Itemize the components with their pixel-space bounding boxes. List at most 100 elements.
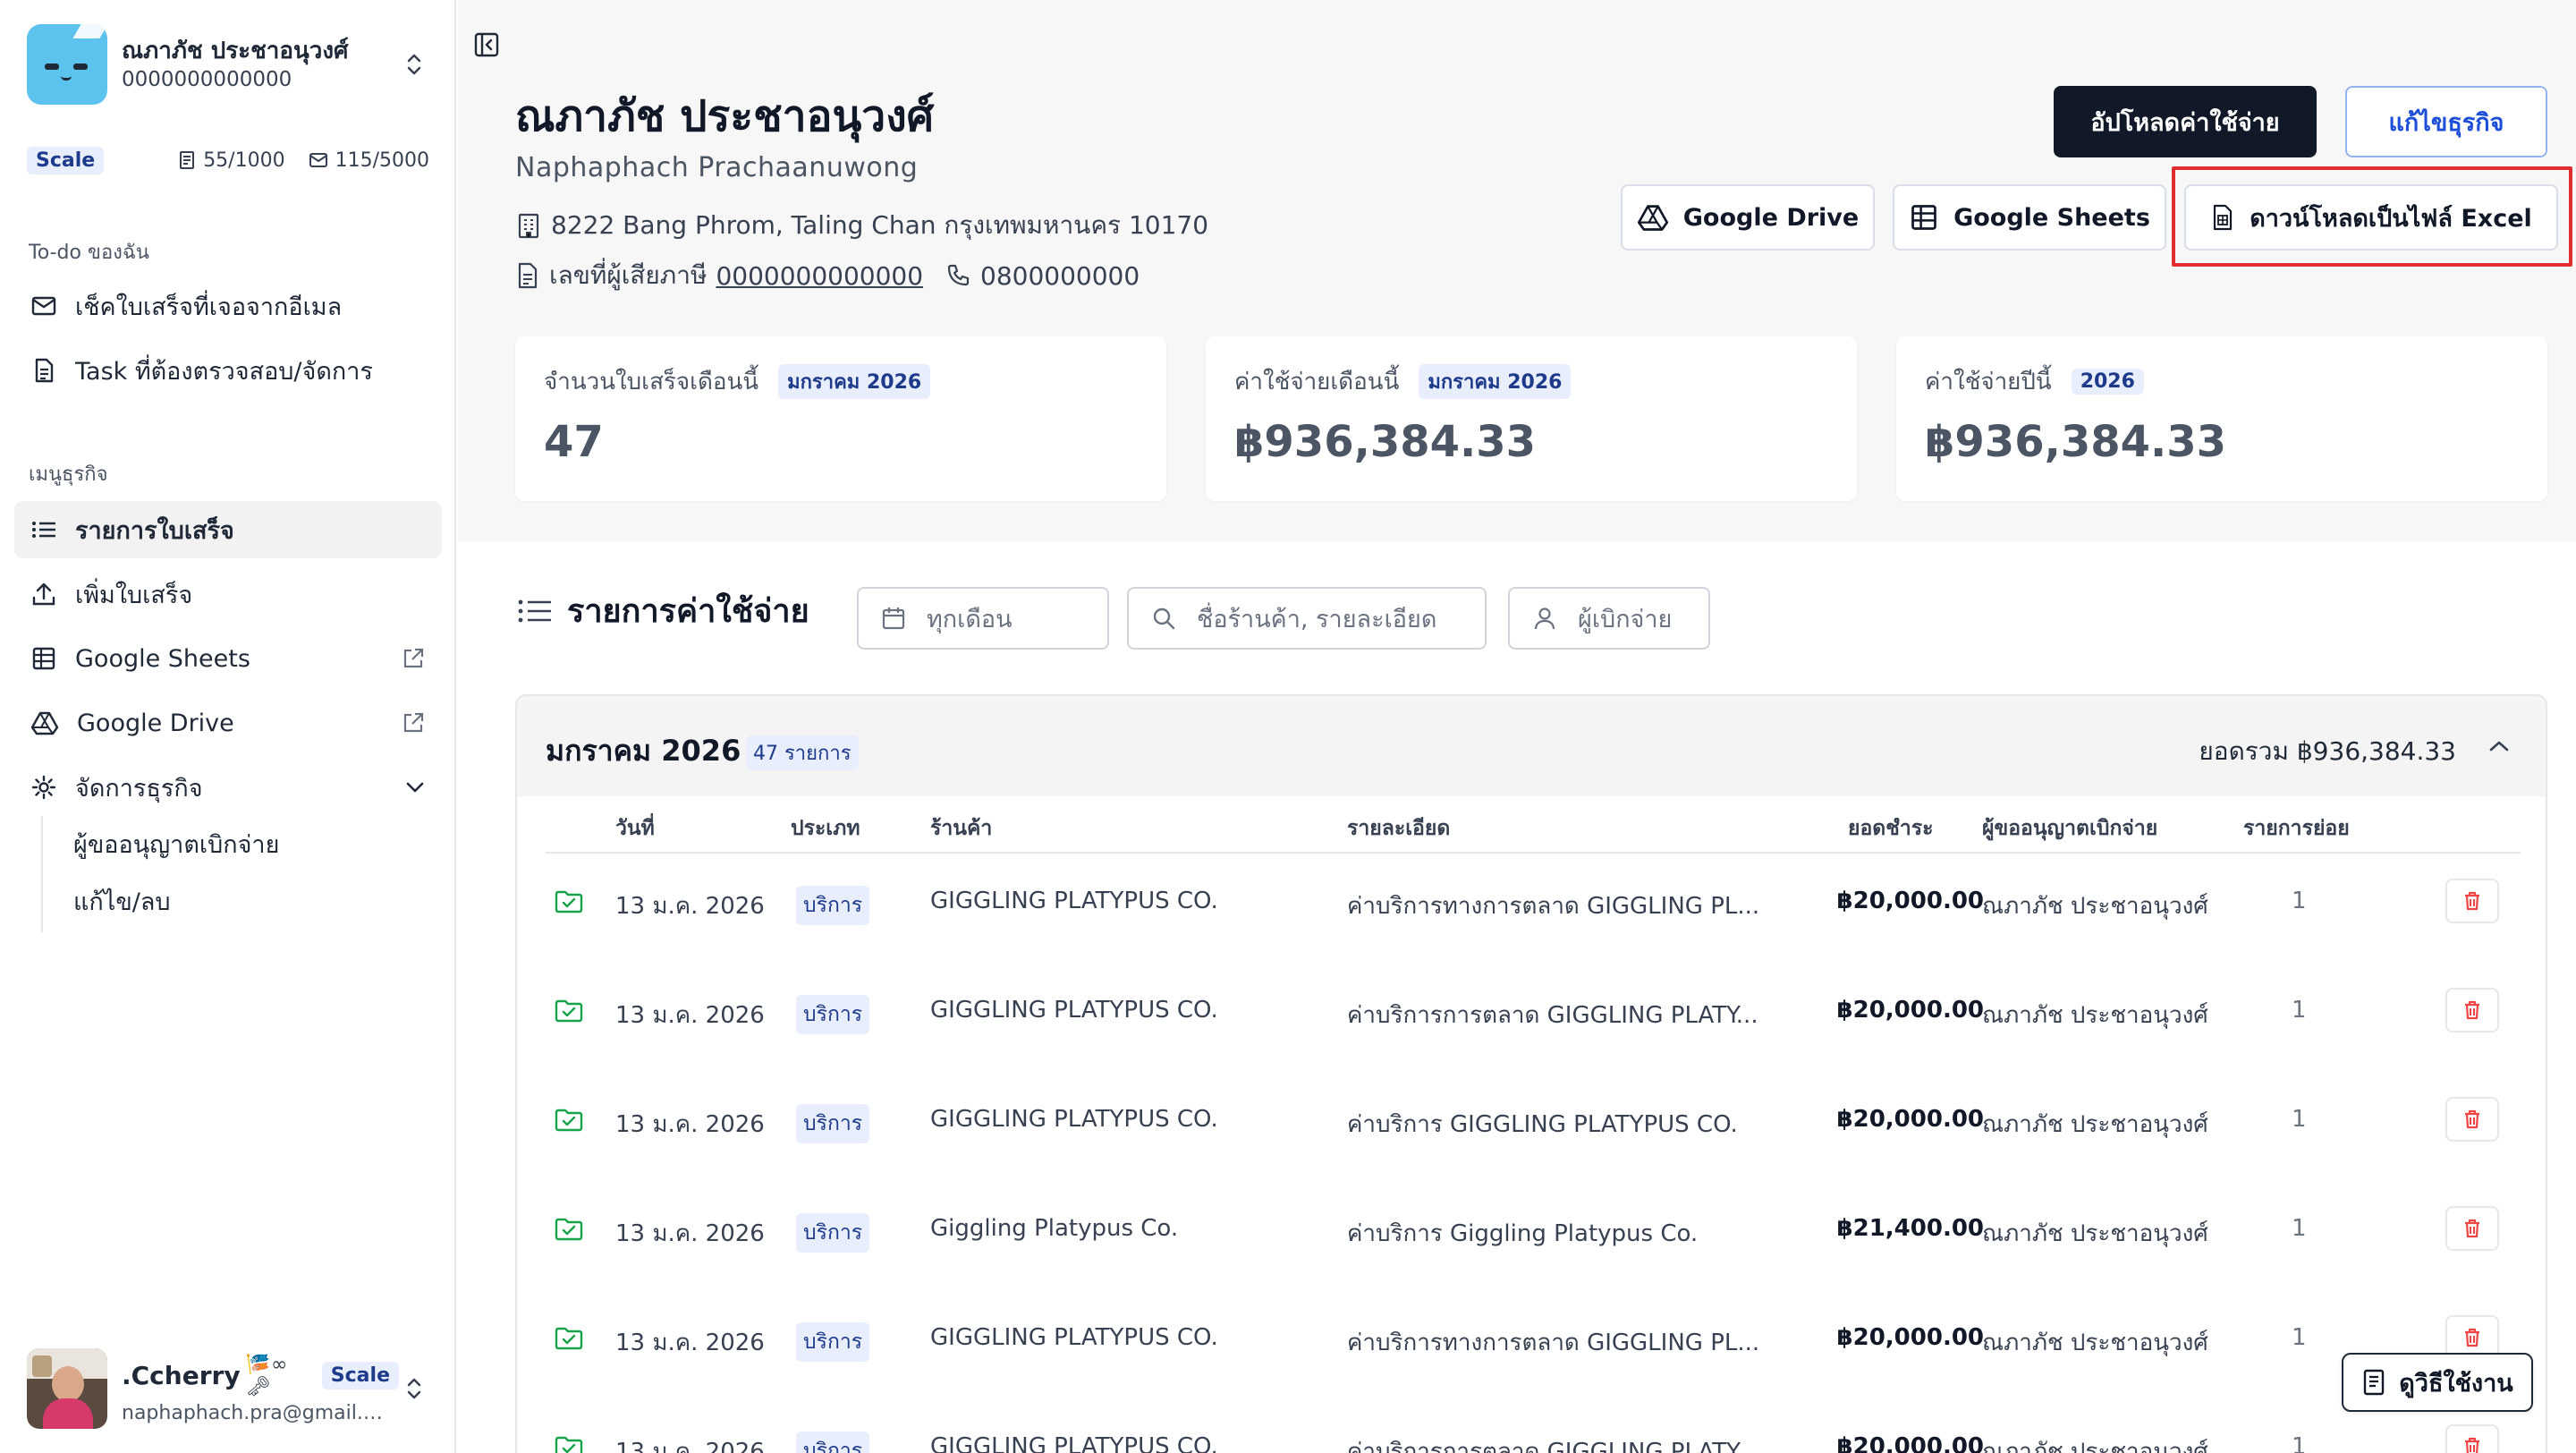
cell-detail: ค่าบริการการตลาด GIGGLING PLATY... xyxy=(1347,1002,1758,1029)
cell-payer: ณภาภัช ประชาอนุวงศ์ xyxy=(1982,1330,2208,1356)
google-sheets-button[interactable]: Google Sheets xyxy=(1893,184,2166,251)
contact-line: เลขที่ผู้เสียภาษี 0000000000000 08000000… xyxy=(515,256,1140,295)
stat-card-receipts: จำนวนใบเสร็จเดือนนี้ มกราคม 2026 47 xyxy=(515,336,1166,501)
user-menu[interactable]: .Ccherry 🎏∞🗝 Scale naphaphach.pra@gmail.… xyxy=(27,1346,429,1432)
todo-heading: To-do ของฉัน xyxy=(29,242,149,264)
nav-google-drive[interactable]: Google Drive xyxy=(14,694,442,752)
delete-button[interactable] xyxy=(2445,988,2499,1032)
column-detail: รายละเอียด xyxy=(1347,817,1451,840)
business-id: 0000000000000 xyxy=(122,68,292,91)
cell-detail: ค่าบริการ Giggling Platypus Co. xyxy=(1347,1220,1699,1247)
table-row[interactable]: 13 ม.ค. 2026 บริการ GIGGLING PLATYPUS CO… xyxy=(546,1290,2521,1390)
book-icon xyxy=(2364,1369,2385,1396)
delete-button[interactable] xyxy=(2445,1424,2499,1453)
folder-check-icon[interactable] xyxy=(555,889,583,914)
delete-button[interactable] xyxy=(2445,1315,2499,1360)
stat-card-monthly-expense: ค่าใช้จ่ายเดือนนี้ มกราคม 2026 ฿936,384.… xyxy=(1206,336,1857,501)
expense-list-section: รายการค่าใช้จ่าย ทุกเดือน ชื่อร้านค้า, ร… xyxy=(458,542,2576,1453)
email-quota-value: 115/5000 xyxy=(335,149,429,172)
sidebar-collapse-button[interactable] xyxy=(472,30,501,59)
cell-date: 13 ม.ค. 2026 xyxy=(615,1330,765,1356)
payer-filter[interactable]: ผู้เบิกจ่าย xyxy=(1508,587,1710,650)
folder-check-icon[interactable] xyxy=(555,1326,583,1351)
calendar-icon xyxy=(882,608,905,630)
nav-receipt-list-label: รายการใบเสร็จ xyxy=(75,516,234,545)
chevron-up-down-icon xyxy=(399,47,429,82)
help-guide-button[interactable]: ดูวิธีใช้งาน xyxy=(2342,1353,2533,1412)
document-quota: 55/1000 xyxy=(178,149,285,172)
cell-vendor: GIGGLING PLATYPUS CO. xyxy=(930,888,1218,914)
trash-icon xyxy=(2465,1109,2479,1129)
nav-receipt-list[interactable]: รายการใบเสร็จ xyxy=(14,501,442,558)
column-type: ประเภท xyxy=(791,817,860,840)
trash-icon xyxy=(2465,1437,2479,1453)
month-filter[interactable]: ทุกเดือน xyxy=(857,587,1109,650)
google-drive-button[interactable]: Google Drive xyxy=(1621,184,1875,251)
trash-icon xyxy=(2465,891,2479,911)
delete-button[interactable] xyxy=(2445,1097,2499,1142)
chevron-up-icon[interactable] xyxy=(2485,732,2513,760)
mail-icon xyxy=(31,296,56,316)
google-sheets-button-label: Google Sheets xyxy=(1953,203,2150,232)
nav-email-receipts[interactable]: เช็คใบเสร็จที่เจอจากอีเมล xyxy=(14,277,442,335)
nav-tasks[interactable]: Task ที่ต้องตรวจสอบ/จัดการ xyxy=(14,342,442,399)
month-group: มกราคม 2026 47 รายการ ยอดรวม ฿936,384.33… xyxy=(515,694,2547,1453)
external-link-icon xyxy=(401,710,426,735)
folder-check-icon[interactable] xyxy=(555,1435,583,1453)
nav-manage-business[interactable]: จัดการธุรกิจ xyxy=(14,759,442,816)
download-excel-button[interactable]: ดาวน์โหลดเป็นไฟล์ Excel xyxy=(2184,184,2558,251)
nav-edit-delete[interactable]: แก้ไข/ลบ xyxy=(73,888,171,916)
trash-icon xyxy=(2465,1000,2479,1020)
delete-button[interactable] xyxy=(2445,879,2499,923)
table-row[interactable]: 13 ม.ค. 2026 บริการ GIGGLING PLATYPUS CO… xyxy=(546,963,2521,1063)
expense-list-header: รายการค่าใช้จ่าย xyxy=(515,585,809,636)
column-amount: ยอดชำระ xyxy=(1848,817,1934,840)
business-switcher[interactable]: ณภาภัช ประชาอนุวงศ์ 0000000000000 xyxy=(27,23,429,106)
download-excel-button-label: ดาวน์โหลดเป็นไฟล์ Excel xyxy=(2250,204,2532,233)
table-row[interactable]: 13 ม.ค. 2026 บริการ GIGGLING PLATYPUS CO… xyxy=(546,1072,2521,1172)
cell-items: 1 xyxy=(2292,1324,2307,1351)
phone-icon xyxy=(947,264,970,286)
folder-check-icon[interactable] xyxy=(555,998,583,1024)
month-filter-value: ทุกเดือน xyxy=(927,605,1013,633)
document-icon xyxy=(35,358,54,383)
table-row[interactable]: 13 ม.ค. 2026 บริการ Giggling Platypus Co… xyxy=(546,1181,2521,1281)
month-group-header[interactable]: มกราคม 2026 47 รายการ ยอดรวม ฿936,384.33 xyxy=(517,696,2546,796)
cell-type-badge: บริการ xyxy=(796,1322,870,1362)
cell-amount: ฿20,000.00 xyxy=(1836,997,1984,1024)
sidebar: ณภาภัช ประชาอนุวงศ์ 0000000000000 Scale … xyxy=(0,0,456,1453)
cell-vendor: GIGGLING PLATYPUS CO. xyxy=(930,1106,1218,1133)
folder-check-icon[interactable] xyxy=(555,1217,583,1242)
month-group-total: ยอดรวม ฿936,384.33 xyxy=(2199,736,2456,766)
main-content: ณภาภัช ประชาอนุวงศ์ Naphaphach Prachaanu… xyxy=(458,0,2576,1453)
delete-button[interactable] xyxy=(2445,1206,2499,1251)
tax-id-link[interactable]: 0000000000000 xyxy=(716,260,924,291)
gear-icon xyxy=(31,775,56,800)
nav-authorized-payers[interactable]: ผู้ขออนุญาตเบิกจ่าย xyxy=(73,831,280,859)
nav-google-sheets-label: Google Sheets xyxy=(75,644,250,673)
business-name: ณภาภัช ประชาอนุวงศ์ xyxy=(122,38,349,64)
cell-vendor: GIGGLING PLATYPUS CO. xyxy=(930,1324,1218,1351)
stat-period-badge: มกราคม 2026 xyxy=(778,364,931,399)
nav-google-sheets[interactable]: Google Sheets xyxy=(14,630,442,687)
trash-icon xyxy=(2465,1219,2479,1238)
nav-add-receipt[interactable]: เพิ่มใบเสร็จ xyxy=(14,565,442,623)
cell-detail: ค่าบริการทางการตลาด GIGGLING PL... xyxy=(1347,893,1760,920)
search-input[interactable]: ชื่อร้านค้า, รายละเอียด xyxy=(1127,587,1487,650)
upload-expense-button[interactable]: อัปโหลดค่าใช้จ่าย xyxy=(2054,86,2317,157)
phone-number: 0800000000 xyxy=(980,260,1140,291)
help-guide-label: ดูวิธีใช้งาน xyxy=(2399,1369,2513,1398)
folder-check-icon[interactable] xyxy=(555,1108,583,1133)
table-row[interactable]: 13 ม.ค. 2026 บริการ GIGGLING PLATYPUS CO… xyxy=(546,854,2521,954)
external-link-icon xyxy=(401,646,426,671)
sidebar-collapse-icon xyxy=(474,32,499,57)
table-row[interactable]: 13 ม.ค. 2026 บริการ GIGGLING PLATYPUS CO… xyxy=(546,1399,2521,1453)
cell-vendor: GIGGLING PLATYPUS CO. xyxy=(930,997,1218,1024)
edit-business-button[interactable]: แก้ไขธุรกิจ xyxy=(2345,86,2547,157)
sheet-icon xyxy=(32,647,55,670)
menu-heading: เมนูธุรกิจ xyxy=(29,463,108,486)
address-line: 8222 Bang Phrom, Taling Chan กรุงเทพมหาน… xyxy=(515,206,1208,245)
nav-google-drive-label: Google Drive xyxy=(77,709,234,737)
stat-card-yearly-expense: ค่าใช้จ่ายปีนี้ 2026 ฿936,384.33 xyxy=(1896,336,2547,501)
